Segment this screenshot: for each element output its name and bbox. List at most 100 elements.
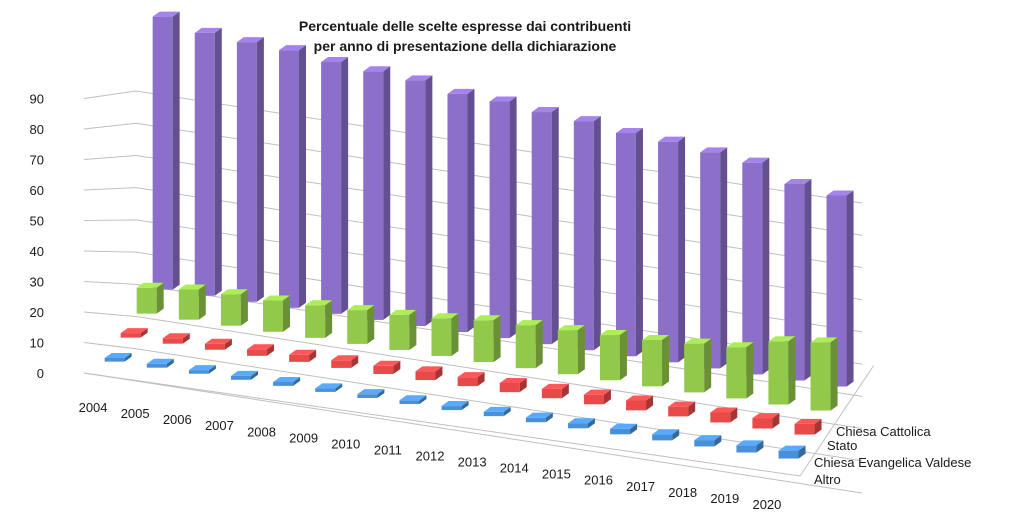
bar-top — [567, 418, 595, 424]
bar-side — [593, 116, 601, 351]
bar-front — [363, 71, 384, 320]
bar-top — [694, 435, 722, 441]
bar-top — [826, 190, 854, 196]
axis-labels: 0 10 20 30 40 50 60 70 80 90 2004 2005 2006 2007 2008 2… — [30, 92, 972, 512]
bar-top — [668, 401, 696, 407]
x-tick-label: 2014 — [500, 461, 529, 476]
y-tick-label: 10 — [30, 336, 44, 351]
bar-front — [405, 80, 426, 326]
bar-top — [188, 365, 216, 371]
bar-top — [194, 27, 222, 33]
bar-top — [489, 96, 517, 102]
gridline — [83, 311, 863, 430]
bar-top — [610, 423, 638, 429]
bar-top — [220, 289, 248, 295]
bar-top — [347, 305, 375, 311]
bar-side — [214, 27, 222, 296]
x-tick-label: 2006 — [163, 412, 192, 427]
y-tick-label: 70 — [30, 153, 44, 168]
bar-side — [451, 313, 459, 357]
bar-front — [583, 394, 604, 405]
bar-top — [136, 282, 164, 288]
bar-side — [561, 383, 569, 399]
bar-top — [541, 383, 569, 389]
bar-side — [367, 305, 375, 344]
bar-top — [457, 372, 485, 378]
bar-front — [784, 183, 805, 381]
bar-front — [778, 450, 799, 459]
bar-side — [166, 358, 174, 368]
bar-front — [700, 152, 721, 369]
bar-top — [499, 377, 527, 383]
bar-front — [415, 371, 436, 381]
y-tick-label: 20 — [30, 305, 44, 320]
bar-front — [794, 423, 815, 435]
bar-top — [331, 355, 359, 361]
bar-side — [198, 284, 206, 320]
series-label: Stato — [827, 438, 857, 453]
bar-side — [493, 315, 501, 363]
bar-front — [104, 357, 125, 362]
bar-top — [405, 75, 433, 81]
bar-front — [399, 400, 420, 405]
bar-side — [140, 328, 148, 338]
bar-side — [182, 333, 190, 344]
bar-front — [515, 325, 536, 369]
bar-top — [178, 284, 206, 290]
bar-top — [794, 418, 822, 424]
x-tick-label: 2010 — [331, 436, 360, 451]
bar-front — [347, 310, 368, 344]
bar-top — [483, 406, 511, 412]
bar-top — [263, 295, 291, 301]
bar-side — [587, 418, 595, 429]
bar-top — [684, 338, 712, 344]
bar-top — [104, 352, 132, 358]
bar-top — [768, 336, 796, 342]
bar-front — [736, 445, 757, 453]
bar-front — [752, 418, 773, 429]
bar-front — [457, 377, 478, 387]
bar-front — [642, 340, 663, 387]
bar-front — [247, 349, 268, 356]
bar-top — [162, 333, 190, 339]
chart-title-line-2: per anno di presentazione della dichiara… — [313, 38, 617, 54]
bar-top — [710, 407, 738, 413]
bar-side — [156, 282, 164, 314]
bar-front — [626, 400, 647, 411]
bar-side — [299, 45, 307, 308]
bar-side — [461, 401, 469, 411]
bar-top — [658, 136, 686, 142]
bar-side — [577, 325, 585, 375]
bar-side — [335, 383, 343, 392]
bar-side — [208, 365, 216, 374]
bar-side — [804, 178, 812, 381]
bar-top — [236, 37, 264, 43]
bar-side — [519, 377, 527, 393]
bar-top — [515, 320, 543, 326]
series-label: Chiesa Evangelica Valdese — [814, 455, 971, 470]
bar-front — [499, 382, 520, 393]
bar-side — [467, 88, 475, 333]
bar-top — [726, 342, 754, 348]
bar-front — [447, 93, 468, 333]
bar-top — [557, 325, 585, 331]
bar-side — [409, 309, 417, 350]
bar-front — [541, 388, 562, 399]
bar-side — [762, 157, 770, 375]
bar-side — [688, 401, 696, 417]
bar-top — [742, 157, 770, 163]
bar-side — [714, 435, 722, 447]
bar-top — [273, 377, 301, 383]
bar-front — [373, 365, 394, 374]
bar-top — [736, 440, 764, 446]
bar-side — [341, 57, 349, 314]
x-tick-label: 2009 — [289, 430, 318, 445]
bar-top — [531, 107, 559, 113]
bar-side — [630, 423, 638, 435]
bar-side — [377, 389, 385, 398]
bar-top — [315, 383, 343, 389]
bar-top — [373, 360, 401, 366]
bar-front — [726, 347, 747, 399]
